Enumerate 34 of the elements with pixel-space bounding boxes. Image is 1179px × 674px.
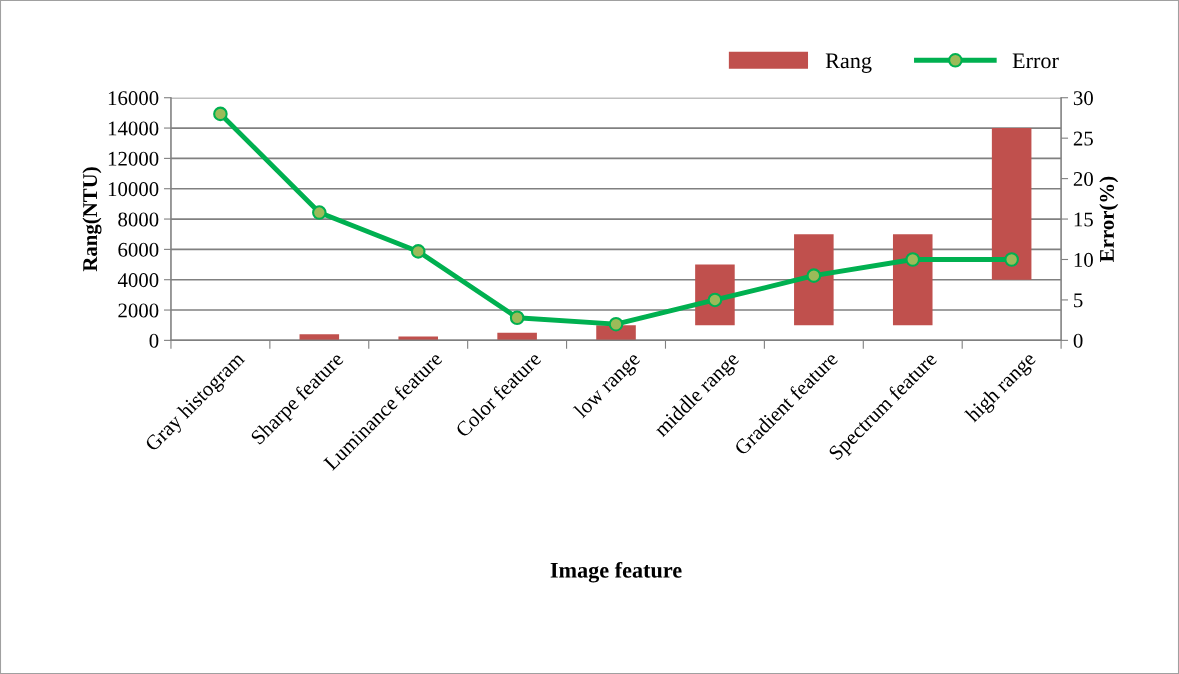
bar — [794, 234, 834, 326]
y-tick-label: 6000 — [118, 242, 159, 257]
bar — [299, 334, 340, 341]
y-tick-label: 8000 — [118, 212, 159, 227]
y-tick-label: 14000 — [108, 121, 159, 136]
point — [410, 244, 426, 259]
y2-axis-title: Error(%) — [1099, 176, 1119, 262]
y-tick-label: 16000 — [108, 91, 159, 106]
y-axis-title: Rang(NTU) — [82, 167, 102, 272]
legend-label: Rang — [825, 53, 872, 73]
y2-tick-label: 10 — [1074, 252, 1093, 267]
point — [312, 205, 327, 220]
y2-tick-label: 25 — [1073, 131, 1093, 146]
point — [1004, 252, 1019, 267]
point — [509, 310, 525, 326]
point — [213, 106, 228, 122]
y-tick-label: 0 — [149, 333, 159, 348]
point — [806, 268, 822, 283]
y2-tick-label: 5 — [1074, 293, 1083, 308]
y-tick-label: 2000 — [118, 303, 159, 318]
y-tick-label: 10000 — [108, 182, 159, 197]
y2-tick-label: 30 — [1073, 91, 1093, 106]
y2-tick-label: 15 — [1074, 212, 1093, 227]
y2-tick-label: 0 — [1073, 333, 1083, 348]
y-tick-label: 12000 — [108, 151, 159, 166]
y-tick-label: 4000 — [117, 273, 159, 288]
point — [608, 316, 624, 332]
bar — [497, 332, 537, 341]
legend-label: Error — [1012, 53, 1059, 69]
bar — [892, 234, 933, 326]
x-axis-title: Image feature — [550, 561, 682, 583]
bar — [991, 128, 1032, 280]
y2-tick-label: 20 — [1073, 171, 1093, 187]
point — [905, 252, 921, 267]
